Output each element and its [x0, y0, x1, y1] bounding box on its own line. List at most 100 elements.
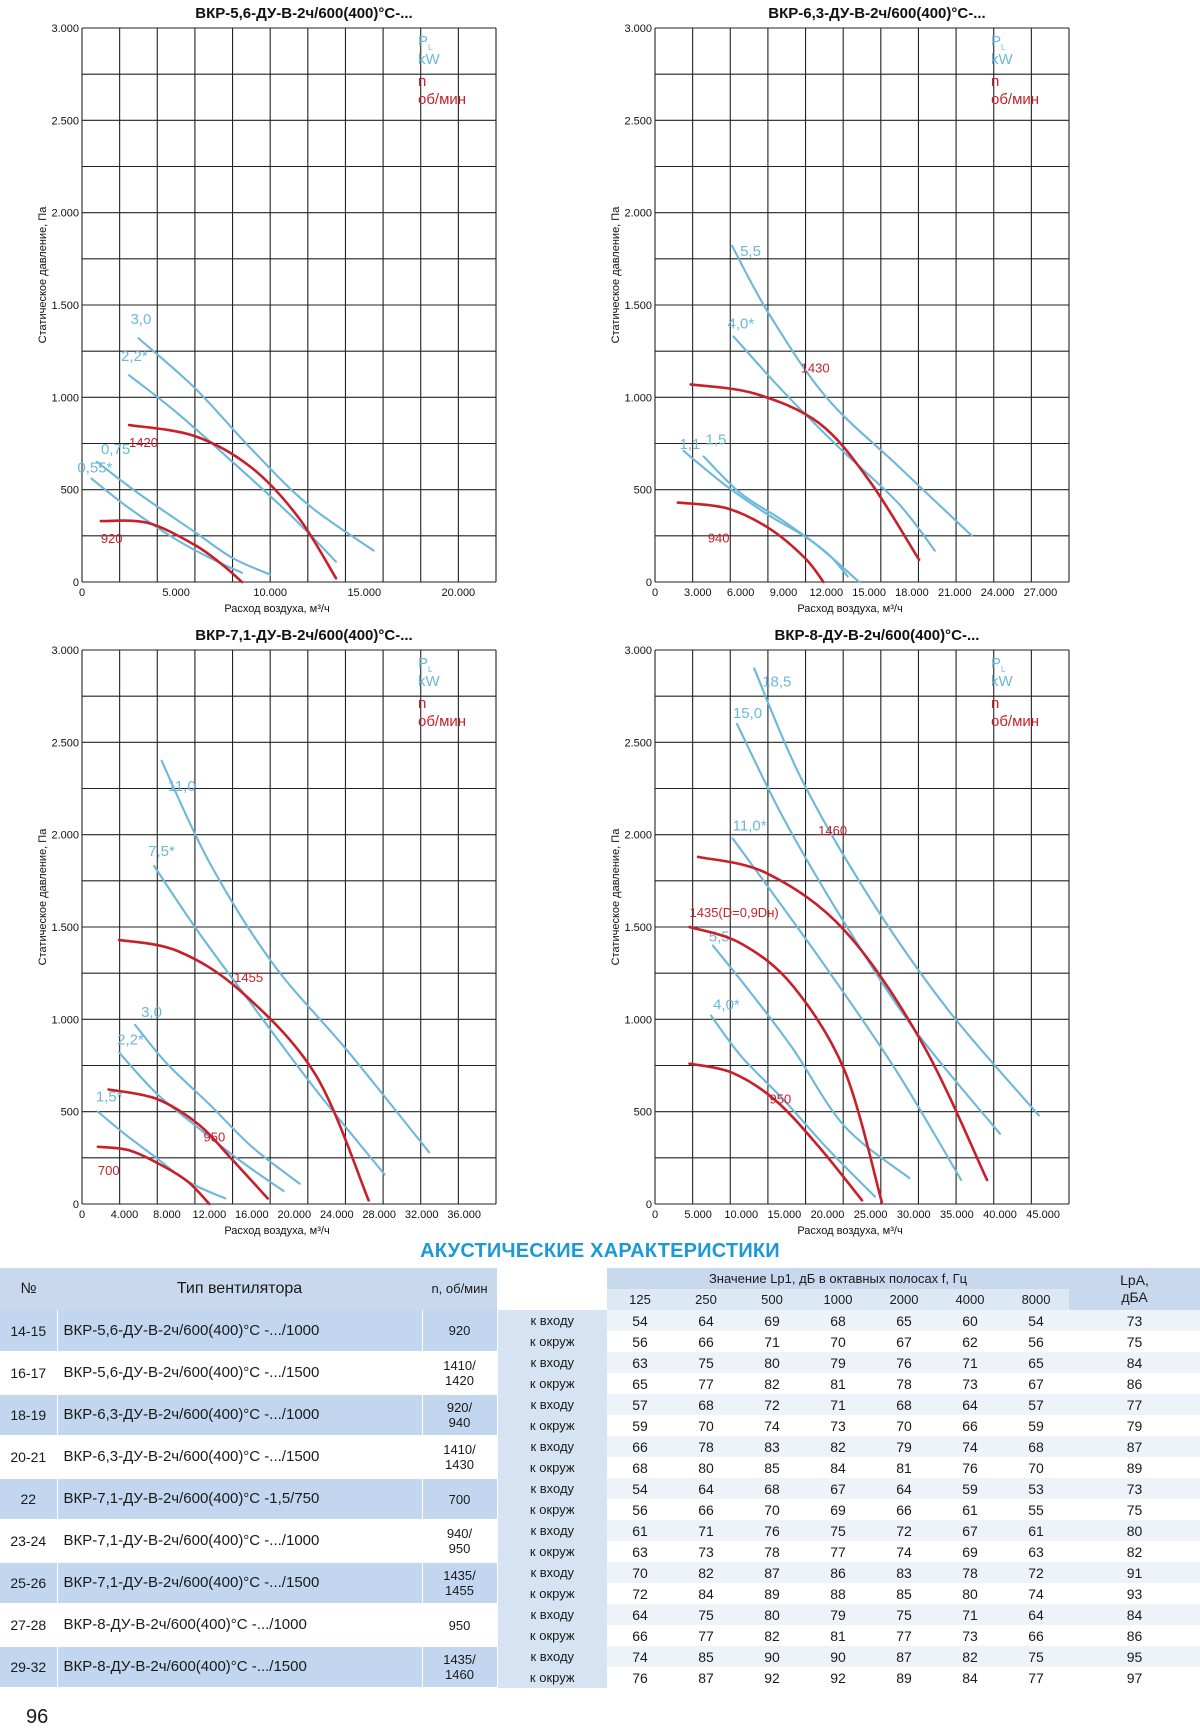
chart-grid — [81, 27, 497, 583]
rpm-curve — [688, 1062, 864, 1202]
band-value: 55 — [1003, 1499, 1070, 1520]
header-lpa: LpA, дБА — [1069, 1268, 1200, 1310]
table-row: 20-21 ВКР-6,3-ДУ-В-2ч/600(400)°С -.../150… — [0, 1436, 1200, 1479]
band-value: 61 — [1003, 1520, 1070, 1541]
lpa-value: 75 — [1069, 1331, 1200, 1352]
band-value: 77 — [805, 1541, 871, 1562]
band-value: 76 — [937, 1457, 1003, 1478]
band-value: 80 — [739, 1352, 805, 1373]
power-curve — [160, 759, 431, 1154]
row-number: 29-32 — [0, 1646, 58, 1689]
power-curve — [732, 335, 936, 552]
band-value: 77 — [673, 1625, 739, 1646]
band-value: 66 — [673, 1499, 739, 1520]
band-value: 71 — [805, 1394, 871, 1415]
band-value: 74 — [871, 1541, 937, 1562]
lpa-value: 95 — [1069, 1646, 1200, 1667]
side-inlet: к входу — [497, 1646, 607, 1667]
power-curve — [137, 337, 375, 552]
band-value: 68 — [673, 1394, 739, 1415]
band-value: 71 — [739, 1331, 805, 1352]
power-curve — [118, 1051, 285, 1193]
x-tick-label: 20.000 — [277, 1209, 311, 1221]
x-tick-label: 40.000 — [983, 1209, 1017, 1221]
power-curve-label: 5,5 — [740, 243, 761, 260]
y-tick-label: 2.500 — [624, 737, 652, 749]
power-curve — [90, 477, 244, 574]
y-tick-label: 1.500 — [624, 300, 652, 312]
fan-type: ВКР-5,6-ДУ-В-2ч/600(400)°С -.../1000 — [57, 1310, 423, 1353]
fan-type: ВКР-7,1-ДУ-В-2ч/600(400)°С -1,5/750 — [57, 1478, 423, 1521]
rpm-curve-label: 1420 — [129, 435, 158, 450]
band-value: 68 — [805, 1310, 871, 1331]
fan-type: ВКР-6,3-ДУ-В-2ч/600(400)°С -.../1000 — [57, 1394, 423, 1437]
x-tick-label: 9.000 — [770, 587, 798, 599]
band-value: 56 — [607, 1331, 673, 1352]
chart-title: ВКР-7,1-ДУ-В-2ч/600(400)°С-... — [195, 627, 412, 644]
band-value: 82 — [805, 1436, 871, 1457]
x-tick-label: 0 — [652, 587, 658, 599]
band-value: 66 — [673, 1331, 739, 1352]
side-inlet: к входу — [497, 1478, 607, 1499]
band-value: 84 — [937, 1667, 1003, 1688]
band-value: 80 — [673, 1457, 739, 1478]
band-value: 65 — [607, 1373, 673, 1394]
x-tick-label: 25.000 — [854, 1209, 888, 1221]
band-value: 64 — [673, 1310, 739, 1331]
rpm-value: 700 — [422, 1478, 498, 1521]
x-tick-label: 24.000 — [981, 587, 1015, 599]
band-value: 78 — [673, 1436, 739, 1457]
table-row: 29-32 ВКР-8-ДУ-В-2ч/600(400)°С -.../1500 1… — [0, 1646, 1200, 1689]
chart-vkr-8: ВКР-8-ДУ-В-2ч/600(400)°С-... 0 500 1.000 1.5… — [580, 622, 1160, 1244]
y-tick-label: 0 — [73, 577, 79, 589]
acoustics-title: АКУСТИЧЕСКИЕ ХАРАКТЕРИСТИКИ — [420, 1240, 780, 1262]
y-tick-label: 500 — [61, 485, 79, 497]
rpm-curve-label: 940 — [708, 531, 730, 546]
row-number: 16-17 — [0, 1352, 58, 1395]
band-value: 79 — [805, 1604, 871, 1625]
x-tick-label: 15.000 — [768, 1209, 802, 1221]
band-value: 53 — [1003, 1478, 1070, 1499]
lpa-value: 77 — [1069, 1394, 1200, 1415]
rpm-curve — [676, 501, 825, 584]
rpm-curve-label: 700 — [98, 1163, 120, 1178]
x-tick-label: 12.000 — [193, 1209, 227, 1221]
svg-text:kW: kW — [418, 51, 441, 68]
band-value: 74 — [739, 1415, 805, 1436]
band-value: 54 — [607, 1310, 673, 1331]
band-value: 73 — [673, 1541, 739, 1562]
band-value: 64 — [937, 1394, 1003, 1415]
band-value: 65 — [871, 1310, 937, 1331]
band-value: 56 — [607, 1499, 673, 1520]
band-value: 90 — [739, 1646, 805, 1667]
band-value: 57 — [1003, 1394, 1070, 1415]
chart-title: ВКР-8-ДУ-В-2ч/600(400)°С-... — [775, 627, 980, 644]
band-value: 90 — [805, 1646, 871, 1667]
band-value: 81 — [871, 1457, 937, 1478]
band-value: 66 — [607, 1436, 673, 1457]
band-header: 500 — [739, 1289, 805, 1310]
power-curve-label: 0,75 — [101, 441, 130, 458]
side-inlet: к входу — [497, 1394, 607, 1415]
lpa-value: 73 — [1069, 1478, 1200, 1499]
power-curve — [134, 1023, 301, 1185]
lpa-value: 73 — [1069, 1310, 1200, 1331]
y-tick-label: 500 — [634, 485, 652, 497]
svg-text:n: n — [418, 695, 426, 712]
lpa-value: 91 — [1069, 1562, 1200, 1583]
power-curve-label: 2,2* — [117, 1032, 144, 1049]
y-tick-label: 2.500 — [51, 115, 79, 127]
svg-text:L: L — [428, 43, 433, 52]
rpm-value: 1435/1460 — [422, 1646, 498, 1689]
power-curve-label: 18,5 — [762, 673, 791, 690]
x-tick-label: 21.000 — [938, 587, 972, 599]
x-tick-label: 32.000 — [405, 1209, 439, 1221]
rpm-value: 950 — [422, 1604, 498, 1647]
x-tick-label: 5.000 — [684, 1209, 712, 1221]
y-tick-label: 2.000 — [51, 208, 79, 220]
y-tick-label: 2.000 — [624, 208, 652, 220]
table-row: к окруж 59 70 74 73 70 66 59 79 — [0, 1415, 1200, 1436]
band-value: 77 — [871, 1625, 937, 1646]
x-tick-label: 24.000 — [320, 1209, 354, 1221]
svg-text:L: L — [1001, 665, 1006, 674]
